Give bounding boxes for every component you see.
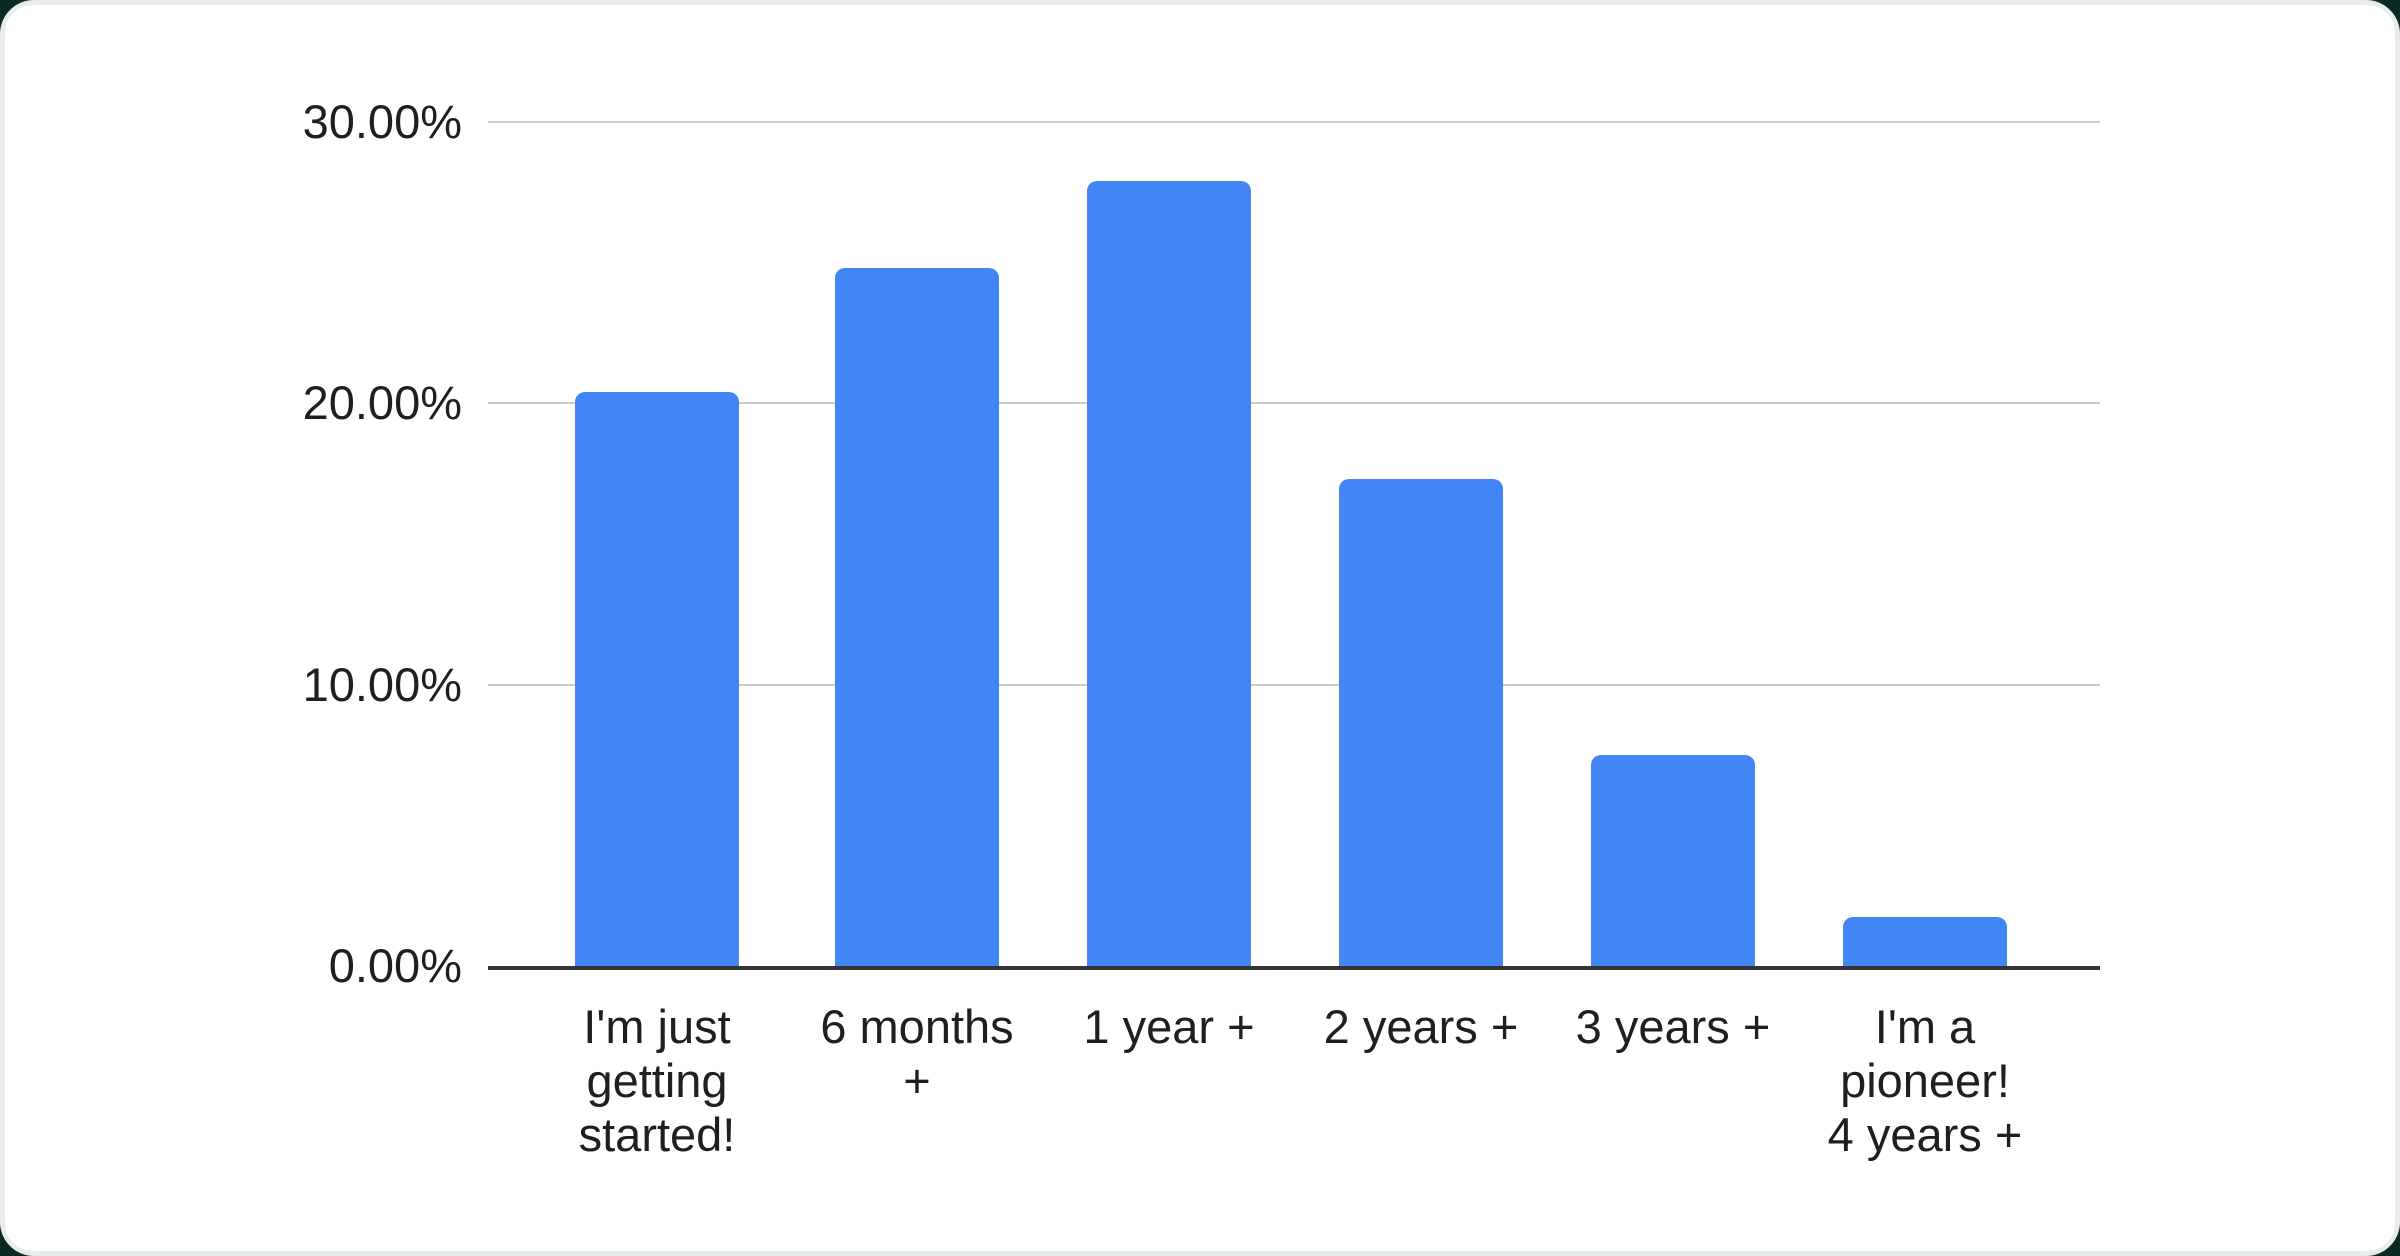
x-axis-category-label: I'm just getting started! — [578, 1000, 736, 1161]
x-axis-category-label: 2 years + — [1323, 1000, 1519, 1053]
x-axis-line — [488, 966, 2100, 970]
y-axis-tick-label: 0.00% — [328, 939, 462, 992]
bar — [1591, 755, 1755, 966]
y-axis-tick-label: 10.00% — [302, 657, 462, 711]
bar — [835, 268, 999, 966]
x-axis-category-label: 6 months + — [820, 1000, 1014, 1107]
bar — [1087, 181, 1251, 966]
bar — [1339, 479, 1503, 966]
gridline — [488, 402, 2100, 405]
x-axis-category-label: 1 year + — [1083, 1000, 1255, 1053]
bar — [575, 392, 739, 966]
gridline — [488, 683, 2100, 686]
x-axis-category-label: I'm a pioneer! 4 years + — [1827, 1000, 2023, 1161]
x-axis-category-label: 3 years + — [1575, 1000, 1771, 1053]
bar — [1843, 916, 2007, 966]
y-axis-tick-label: 20.00% — [302, 376, 462, 430]
gridline — [488, 121, 2100, 123]
y-axis-tick-label: 30.00% — [302, 95, 462, 148]
